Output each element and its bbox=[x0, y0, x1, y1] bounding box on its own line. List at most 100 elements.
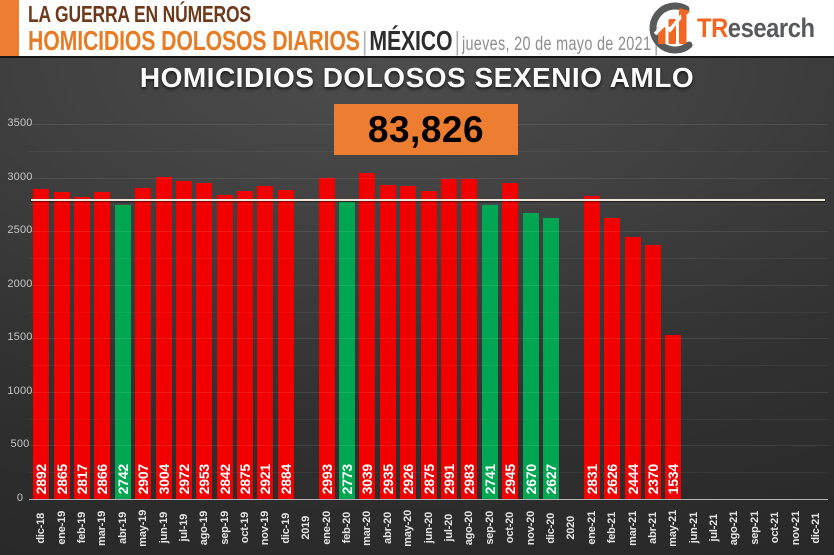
bar-may-19 bbox=[135, 187, 152, 499]
bar-slot-dic-18: 2892 bbox=[31, 124, 51, 499]
x-axis-label-sep-19: sep-19 bbox=[218, 511, 231, 545]
bar-value-label: 2935 bbox=[379, 463, 396, 494]
bar-dic-19 bbox=[277, 190, 294, 499]
bar-slot-mar-19: 2866 bbox=[92, 124, 112, 499]
x-slot-sep-20: sep-20 bbox=[480, 503, 500, 553]
separator: | bbox=[454, 26, 460, 57]
logo-suffix: esearch bbox=[728, 12, 815, 43]
x-slot-ene-20: ene-20 bbox=[316, 503, 336, 553]
bar-value-label: 2953 bbox=[196, 463, 213, 494]
gridline bbox=[29, 472, 828, 474]
y-axis-tick: 1500 bbox=[7, 331, 33, 344]
bar-oct-20 bbox=[502, 183, 519, 499]
separator: | bbox=[362, 26, 368, 57]
bar-ene-20 bbox=[318, 178, 335, 499]
bar-ene-19 bbox=[53, 192, 70, 499]
total-homicides-badge: 83,826 bbox=[334, 104, 518, 155]
bar-value-label: 2670 bbox=[522, 463, 539, 494]
bar-value-label: 2926 bbox=[400, 463, 417, 494]
gridline bbox=[29, 365, 828, 367]
x-slot-jun-19: jun-19 bbox=[153, 503, 173, 553]
bar-slot-sep-19: 2842 bbox=[215, 124, 235, 499]
bar-slot-abr-19: 2742 bbox=[113, 124, 133, 499]
x-slot-ene-19: ene-19 bbox=[51, 503, 71, 553]
chart-title: HOMICIDIOS DOLOSOS SEXENIO AMLO bbox=[139, 62, 695, 93]
bar-slot-jul-20: 2991 bbox=[439, 124, 459, 499]
bar-slot-ene-21: 2831 bbox=[582, 124, 602, 499]
x-axis-label-abr-20: abr-20 bbox=[381, 512, 394, 544]
bar-value-label: 2370 bbox=[644, 463, 661, 494]
bar-slot-oct-19: 2875 bbox=[235, 124, 255, 499]
x-axis-label-ene-21: ene-21 bbox=[585, 511, 598, 545]
bar-value-label: 2866 bbox=[94, 463, 111, 494]
x-axis-label-may-21: may-21 bbox=[667, 509, 680, 547]
bar-value-label: 3004 bbox=[155, 463, 172, 494]
bar-slot-sep-20: 2741 bbox=[480, 124, 500, 499]
tresearch-logo-text: TResearch bbox=[697, 13, 815, 44]
x-axis-label-dic-20: dic-20 bbox=[544, 512, 557, 544]
x-slot-ago-19: ago-19 bbox=[194, 503, 214, 553]
x-axis-label-ago-20: ago-20 bbox=[463, 510, 476, 546]
x-axis-labels: dic-18 ene-19 feb-19 mar-19 abr-19 may-19 jun-… bbox=[31, 503, 826, 553]
bar-abr-21 bbox=[644, 245, 661, 499]
bar-slot-dic-19: 2884 bbox=[276, 124, 296, 499]
bar-may-20 bbox=[400, 185, 417, 499]
bar-value-label: 2742 bbox=[114, 463, 131, 494]
bar-slot-may-19: 2907 bbox=[133, 124, 153, 499]
bar-oct-19 bbox=[237, 190, 254, 499]
bar-value-label: 2972 bbox=[175, 463, 192, 494]
bar-slot-abr-21: 2370 bbox=[643, 124, 663, 499]
x-slot-mar-20: mar-20 bbox=[357, 503, 377, 553]
y-axis-tick: 0 bbox=[16, 492, 24, 504]
gridline bbox=[29, 445, 828, 447]
x-axis-label-jul-19: jul-19 bbox=[177, 514, 190, 542]
x-slot-oct-19: oct-19 bbox=[235, 503, 255, 553]
x-slot-abr-19: abr-19 bbox=[113, 503, 133, 553]
x-slot-feb-20: feb-20 bbox=[337, 503, 357, 553]
bar-slot-mar-21: 2444 bbox=[622, 124, 642, 499]
x-slot-abr-20: abr-20 bbox=[378, 503, 398, 553]
x-slot-2020: 2020 bbox=[561, 503, 581, 553]
bar-value-label: 2865 bbox=[53, 463, 70, 494]
y-axis-tick: 3500 bbox=[7, 117, 33, 129]
gridline bbox=[29, 284, 828, 286]
x-axis-label-2019: 2019 bbox=[300, 516, 313, 540]
x-slot-may-19: may-19 bbox=[133, 503, 153, 553]
header-kicker: LA GUERRA EN NÚMEROS bbox=[28, 1, 251, 27]
x-axis-label-abr-19: abr-19 bbox=[116, 512, 129, 544]
bar-value-label: 2626 bbox=[604, 463, 621, 494]
bar-value-label: 2991 bbox=[441, 463, 457, 494]
bar-slot-abr-20: 2935 bbox=[378, 124, 398, 499]
bar-value-label: 1534 bbox=[665, 463, 682, 494]
bar-slot-jun-20: 2875 bbox=[418, 124, 438, 499]
x-slot-mar-21: mar-21 bbox=[622, 503, 642, 553]
bar-value-label: 2817 bbox=[73, 463, 90, 494]
bar-sep-20 bbox=[481, 205, 498, 499]
bar-slot-may-20: 2926 bbox=[398, 124, 418, 499]
x-slot-feb-21: feb-21 bbox=[602, 503, 622, 553]
bar-value-label: 2884 bbox=[277, 463, 294, 494]
x-axis-label-nov-19: nov-19 bbox=[259, 510, 272, 546]
x-slot-nov-19: nov-19 bbox=[255, 503, 275, 553]
gridline bbox=[29, 257, 828, 259]
y-axis-tick: 3000 bbox=[7, 170, 33, 183]
gridline bbox=[29, 338, 828, 340]
x-slot-jul-21: jul-21 bbox=[704, 503, 724, 553]
bar-mar-20 bbox=[359, 173, 376, 499]
bar-nov-20 bbox=[522, 212, 539, 499]
bar-value-label: 2875 bbox=[237, 463, 254, 494]
gridline bbox=[29, 204, 828, 206]
bar-slot-feb-20: 2773 bbox=[337, 124, 357, 499]
x-axis-label-2020: 2020 bbox=[565, 516, 578, 540]
x-axis-label-sep-21: sep-21 bbox=[748, 511, 761, 545]
x-axis-label-mar-19: mar-19 bbox=[96, 510, 109, 546]
x-slot-nov-21: nov-21 bbox=[785, 503, 805, 553]
bar-mar-19 bbox=[94, 191, 111, 499]
bar-ago-19 bbox=[196, 182, 213, 499]
gridline bbox=[29, 177, 828, 179]
x-axis-line bbox=[29, 499, 828, 500]
bar-slot-dic-20: 2627 bbox=[541, 124, 561, 499]
region-label: MÉXICO bbox=[369, 25, 453, 57]
bar-abr-20 bbox=[379, 184, 396, 499]
